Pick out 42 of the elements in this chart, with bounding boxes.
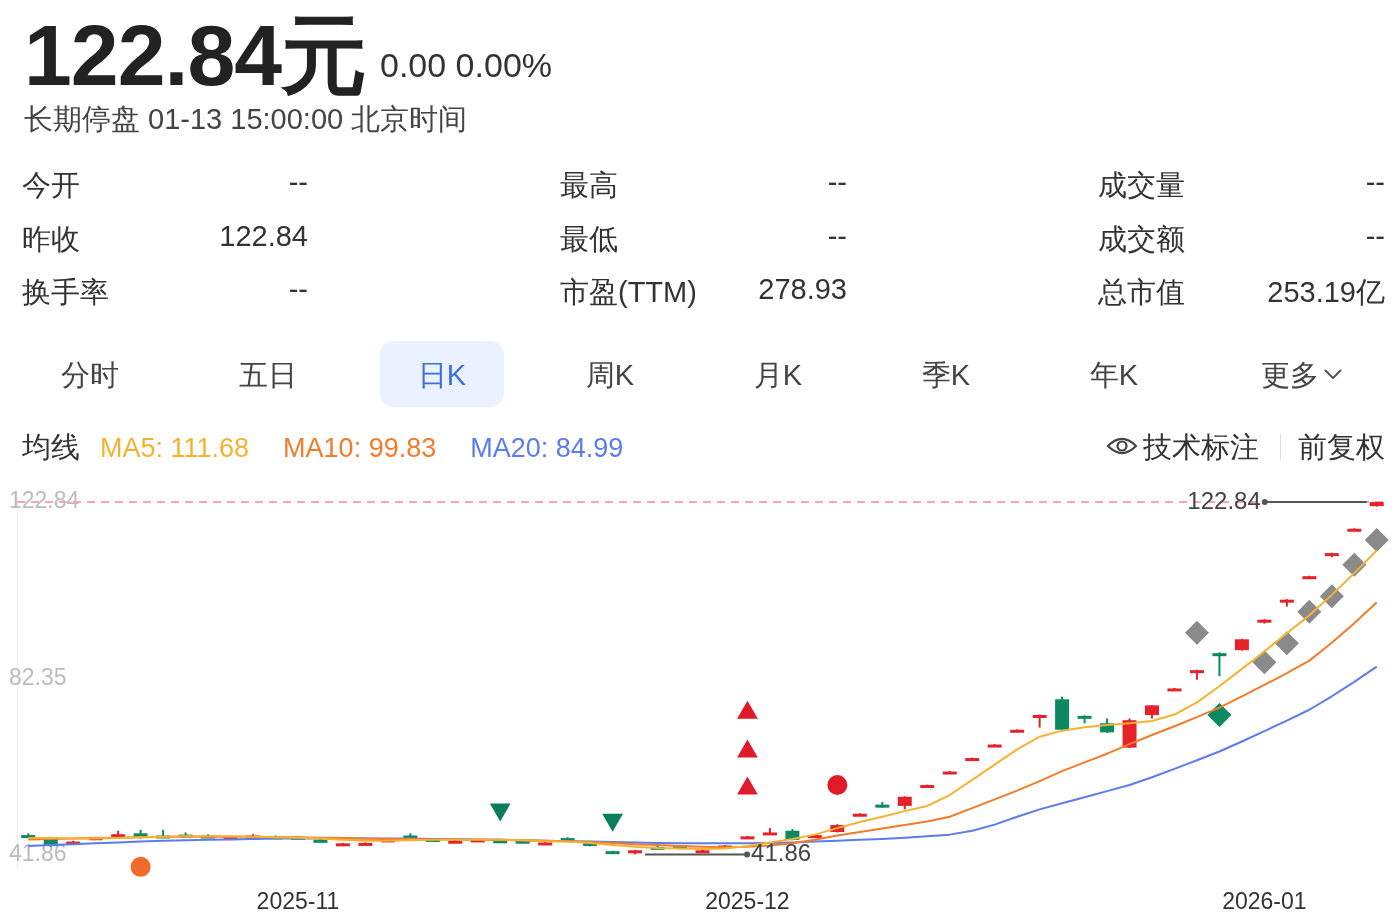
legend-title: 均线 [22,430,80,465]
x-tick-label: 2025-11 [256,888,340,912]
text: 成交额 [1098,222,1185,257]
text: 月K [752,358,804,393]
text: MA10: 99.83 [283,433,437,464]
text: 五日 [238,358,298,393]
text: 今开 [22,168,80,203]
text: -- [288,166,308,199]
text: 换手率 [22,275,109,310]
text: -- [827,220,847,253]
annotation: 41.86 [751,839,812,867]
text: 最低 [560,222,618,257]
text: -- [288,273,308,306]
text: 季K [920,358,972,393]
text: 122.84 [219,220,308,253]
text: MA5: 111.68 [100,433,250,464]
text: 分时 [60,358,120,393]
text: 周K [584,358,636,393]
chart-subtitle: 0.00 0.00% [380,46,553,85]
text: 技术标注 [1143,430,1259,465]
text: 日K [416,358,468,393]
text: MA20: 84.99 [470,433,624,464]
text: 成交量 [1098,168,1185,203]
x-tick-label: 2026-01 [1222,888,1307,912]
chart-title: 122.84元 [24,6,367,105]
text: 253.19亿 [1267,275,1385,310]
text: 更多 [1260,358,1320,393]
text: 总市值 [1098,275,1185,310]
text: 长期停盘 01-13 15:00:00 北京时间 [24,102,468,137]
y-tick-label: 122.84 [9,487,80,514]
text: 市盈(TTM) [560,275,697,310]
text: 年K [1088,358,1140,393]
text: 昨收 [22,222,80,257]
text: -- [827,166,847,199]
text: -- [1365,166,1385,199]
y-tick-label: 82.35 [9,663,67,690]
annotation: 122.84 [1187,486,1261,514]
text: 278.93 [758,273,847,306]
text: 最高 [560,168,618,203]
x-tick-label: 2025-12 [705,888,790,912]
text: -- [1365,220,1385,253]
text: 前复权 [1298,430,1385,465]
